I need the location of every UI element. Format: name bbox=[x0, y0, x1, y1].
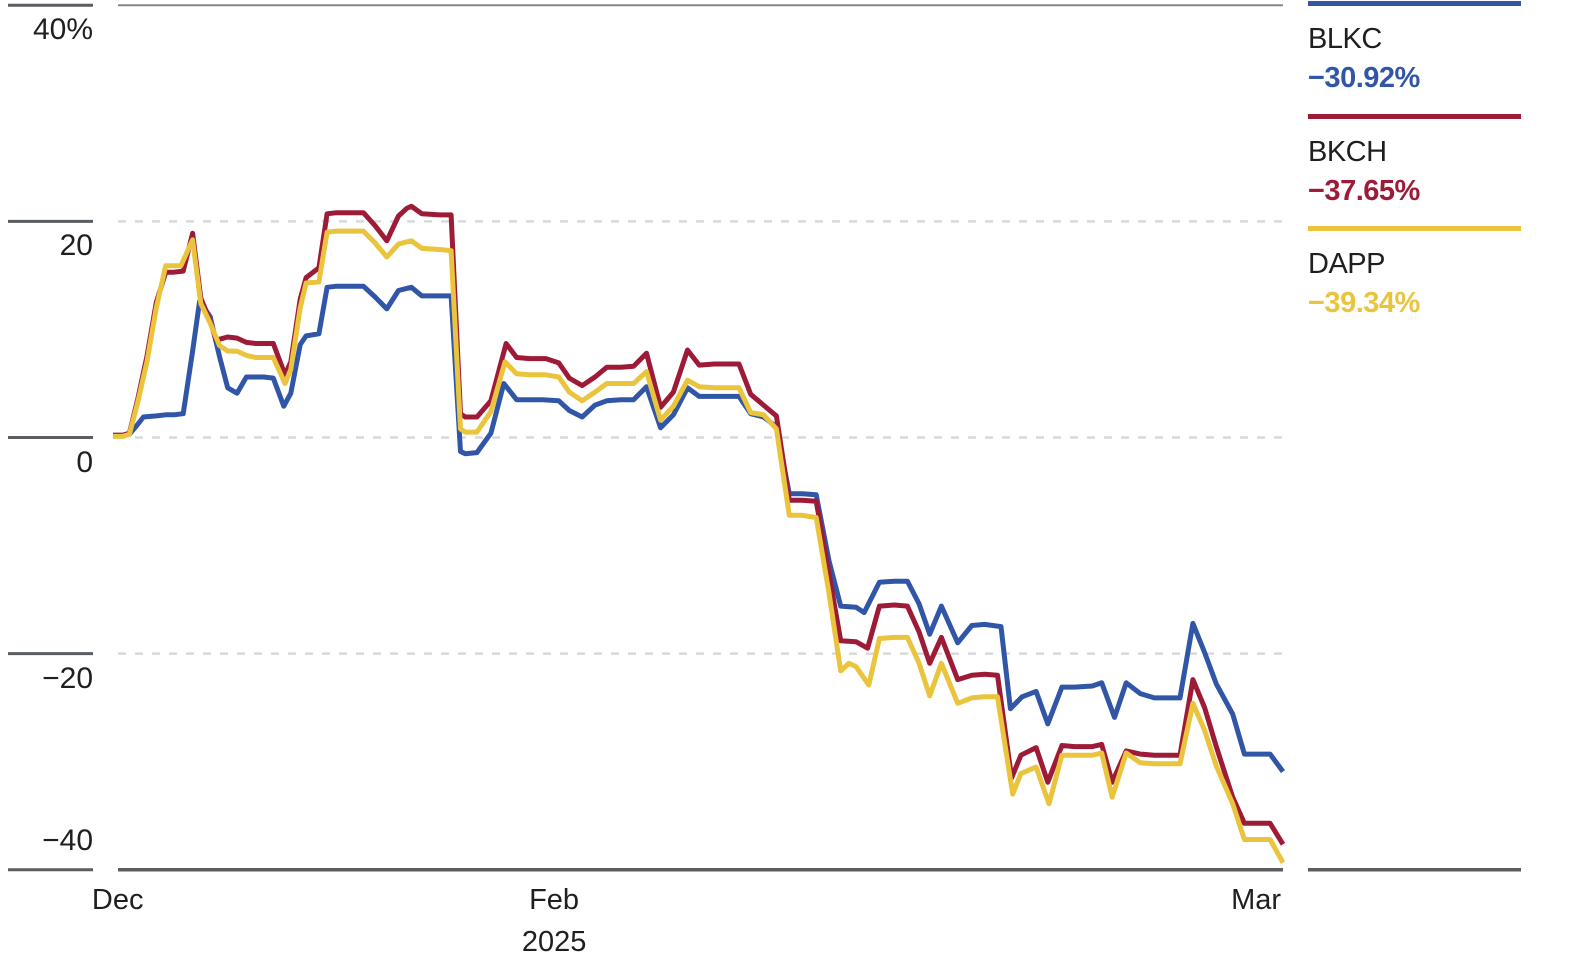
legend-change-dapp: −39.34% bbox=[1308, 287, 1420, 319]
y-axis-label: 0 bbox=[76, 445, 93, 479]
legend-color-bar-dapp bbox=[1308, 226, 1521, 231]
legend-item-dapp[interactable]: DAPP −39.34% bbox=[1308, 226, 1521, 319]
y-axis-label: −40 bbox=[42, 823, 93, 857]
legend-color-bar-bkch bbox=[1308, 114, 1521, 119]
series-line-dapp[interactable] bbox=[113, 228, 1286, 864]
legend-item-bkch[interactable]: BKCH −37.65% bbox=[1308, 114, 1521, 207]
x-axis-label: Mar bbox=[1231, 884, 1282, 916]
x-axis-label: Dec bbox=[91, 884, 144, 916]
legend-item-blkc[interactable]: BLKC −30.92% bbox=[1308, 1, 1521, 94]
y-axis-label: 40% bbox=[32, 13, 93, 47]
legend-ticker-dapp: DAPP bbox=[1308, 248, 1385, 280]
series-line-blkc[interactable] bbox=[113, 283, 1286, 774]
y-axis-label: 20 bbox=[59, 229, 93, 263]
series-line-bkch[interactable] bbox=[113, 203, 1286, 846]
legend-change-blkc: −30.92% bbox=[1308, 62, 1420, 94]
legend-ticker-blkc: BLKC bbox=[1308, 23, 1382, 55]
y-axis-label: −20 bbox=[42, 661, 93, 695]
x-axis-label: Feb bbox=[529, 884, 580, 916]
legend-change-bkch: −37.65% bbox=[1308, 175, 1420, 207]
legend-ticker-bkch: BKCH bbox=[1308, 136, 1387, 168]
x-axis-year-label: 2025 bbox=[521, 926, 587, 958]
legend-color-bar-blkc bbox=[1308, 1, 1521, 6]
